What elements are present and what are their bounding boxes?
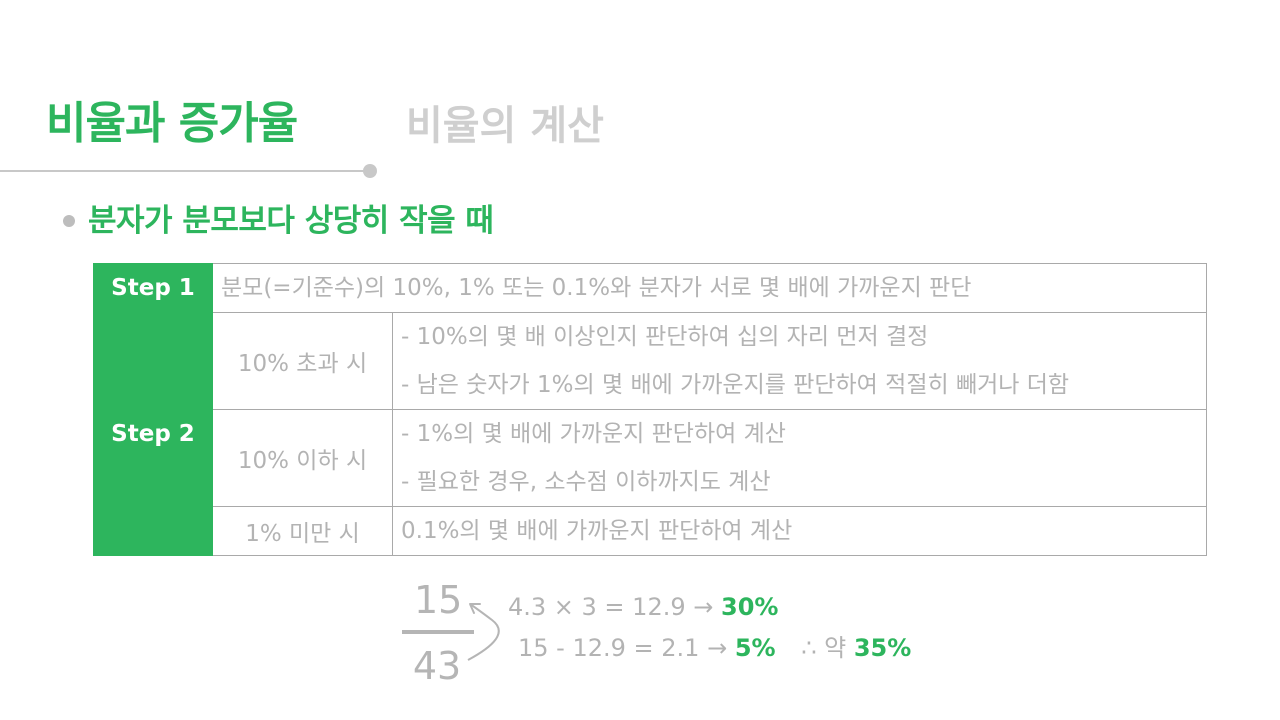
section-heading: 분자가 분모보다 상당히 작을 때: [88, 203, 494, 239]
list-item: - 10%의 몇 배 이상인지 판단하여 십의 자리 먼저 결정: [401, 324, 929, 350]
table-row: Step 2 10% 초과 시 - 10%의 몇 배 이상인지 판단하여 십의 …: [93, 312, 1207, 556]
list-item: - 필요한 경우, 소수점 이하까지도 계산: [401, 469, 771, 495]
condition-under-1: 1% 미만 시: [212, 506, 393, 556]
table-row: 1% 미만 시 0.1%의 몇 배에 가까운지 판단하여 계산: [94, 506, 1207, 556]
arrow-right-icon: →: [693, 593, 714, 621]
page-subtitle: 비율의 계산: [406, 103, 604, 149]
condition-under-1-description: 0.1%의 몇 배에 가까운지 판단하여 계산: [392, 506, 1207, 556]
condition-under-10-description: - 1%의 몇 배에 가까운지 판단하여 계산 - 필요한 경우, 소수점 이하…: [392, 409, 1207, 507]
calc-total: 35%: [853, 634, 912, 662]
calc-line-2: 15 - 12.9 = 2.1 → 5% ∴ 약 35%: [518, 631, 911, 665]
step2-label: Step 2: [93, 312, 213, 556]
calc-expression: 4.3 × 3 = 12.9: [508, 593, 686, 621]
therefore-approx: ∴ 약: [801, 634, 847, 662]
calc-result: 5%: [734, 634, 776, 662]
condition-over-10: 10% 초과 시: [212, 312, 393, 410]
page-title: 비율과 증가율: [46, 98, 298, 149]
table-row: Step 1 분모(=기준수)의 10%, 1% 또는 0.1%와 분자가 서로…: [93, 263, 1207, 313]
calc-result: 30%: [721, 593, 779, 621]
condition-under-10: 10% 이하 시: [212, 409, 393, 507]
bullet-icon: [63, 215, 75, 227]
list-item: 0.1%의 몇 배에 가까운지 판단하여 계산: [401, 518, 793, 544]
step1-text: 분모(=기준수)의 10%, 1% 또는 0.1%와 분자가 서로 몇 배에 가…: [221, 275, 972, 301]
fraction-bar: [402, 630, 474, 634]
list-item: - 남은 숫자가 1%의 몇 배에 가까운지를 판단하여 적절히 빼거나 더함: [401, 372, 1070, 398]
step1-description: 분모(=기준수)의 10%, 1% 또는 0.1%와 분자가 서로 몇 배에 가…: [212, 263, 1207, 313]
fraction-numerator: 15: [414, 578, 463, 622]
curved-arrow-icon: [467, 603, 500, 661]
table-row: 10% 이하 시 - 1%의 몇 배에 가까운지 판단하여 계산 - 필요한 경…: [94, 409, 1207, 507]
fraction-denominator: 43: [412, 644, 462, 688]
divider-line: [0, 170, 366, 172]
steps-table: Step 1 분모(=기준수)의 10%, 1% 또는 0.1%와 분자가 서로…: [93, 263, 1207, 556]
condition-over-10-description: - 10%의 몇 배 이상인지 판단하여 십의 자리 먼저 결정 - 남은 숫자…: [392, 312, 1207, 410]
calc-line-1: 4.3 × 3 = 12.9 → 30%: [508, 590, 778, 624]
arrow-right-icon: →: [707, 634, 728, 662]
step1-label: Step 1: [93, 263, 213, 313]
list-item: - 1%의 몇 배에 가까운지 판단하여 계산: [401, 421, 786, 447]
divider-dot: [363, 164, 377, 178]
calc-expression: 15 - 12.9 = 2.1: [518, 634, 700, 662]
